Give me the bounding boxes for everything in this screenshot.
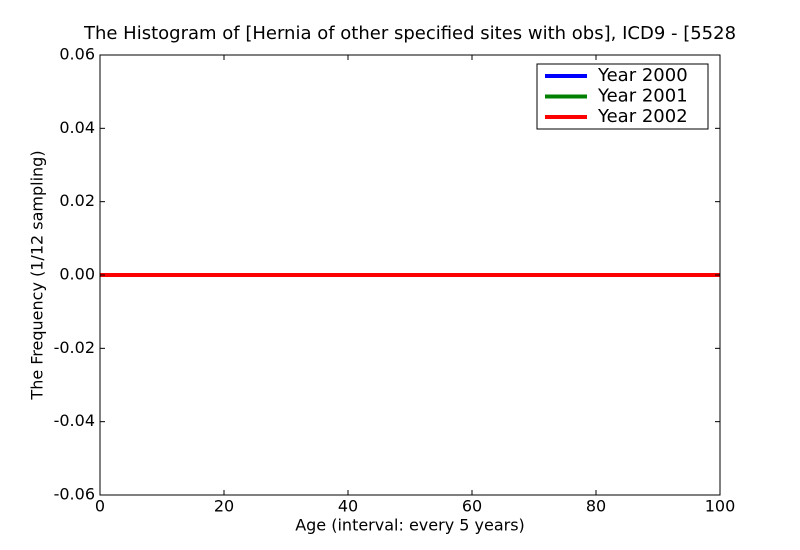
legend-label: Year 2002 — [597, 106, 688, 127]
x-tick-label: 60 — [462, 497, 482, 516]
y-axis-label: The Frequency (1/12 sampling) — [28, 150, 47, 400]
y-tick-label: -0.02 — [54, 338, 95, 357]
x-axis-label: Age (interval: every 5 years) — [295, 516, 525, 535]
legend-label: Year 2001 — [597, 86, 688, 107]
legend-label: Year 2000 — [597, 65, 688, 86]
x-tick-label: 80 — [586, 497, 606, 516]
x-tick-label: 100 — [705, 497, 736, 516]
y-tick-label: -0.06 — [54, 485, 95, 504]
x-tick-label: 20 — [214, 497, 234, 516]
x-tick-label: 0 — [95, 497, 105, 516]
y-tick-label: 0.04 — [59, 118, 95, 137]
y-tick-label: 0.06 — [59, 45, 95, 64]
y-tick-label: -0.04 — [54, 411, 95, 430]
chart-title: The Histogram of [Hernia of other specif… — [83, 23, 736, 44]
y-tick-label: 0.00 — [59, 265, 95, 284]
y-tick-label: 0.02 — [59, 191, 95, 210]
x-tick-label: 40 — [338, 497, 358, 516]
